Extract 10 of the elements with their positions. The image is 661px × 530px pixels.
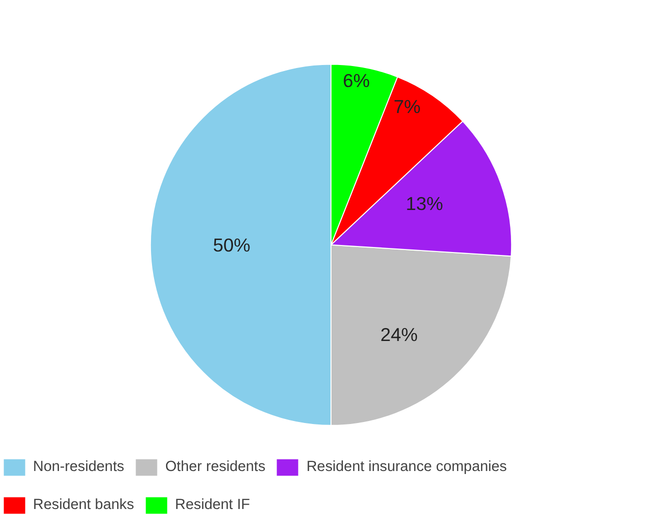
legend-label: Resident banks <box>33 497 134 513</box>
data-label: 24% <box>380 324 418 345</box>
data-label: 6% <box>342 70 370 91</box>
data-label: 7% <box>394 96 421 117</box>
data-label: 13% <box>406 192 444 214</box>
legend-label: Resident insurance companies <box>306 459 507 475</box>
legend-label: Other residents <box>165 459 266 475</box>
data-label: 50% <box>213 234 250 256</box>
legend-label: Non-residents <box>33 459 124 475</box>
legend-label: Resident IF <box>175 497 250 513</box>
